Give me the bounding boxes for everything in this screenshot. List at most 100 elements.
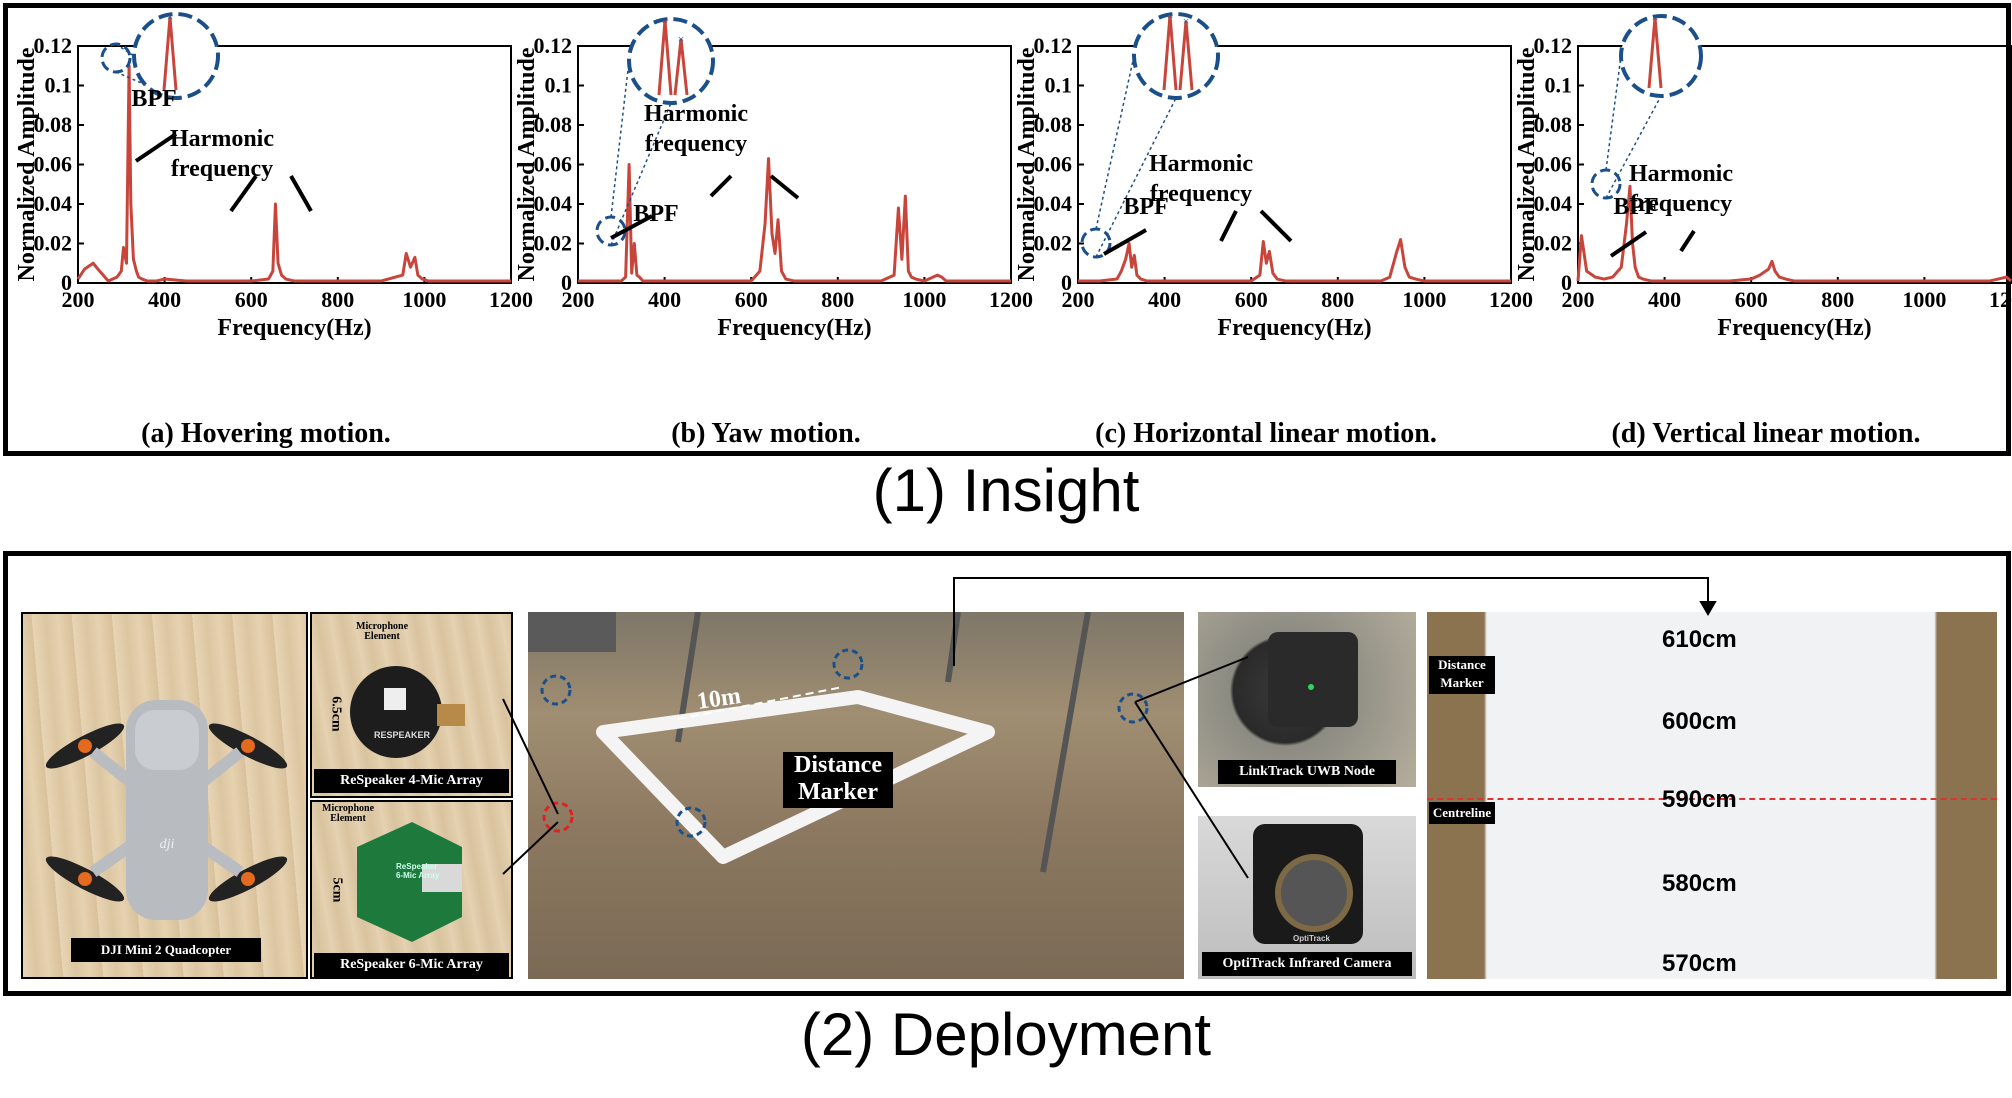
zoom-circle [1132, 12, 1220, 100]
respeaker4-connector [437, 704, 465, 726]
bpf-label: BPF [1613, 194, 1658, 220]
peak-marker: × [167, 10, 174, 24]
camera-caption: OptiTrack Infrared Camera [1202, 952, 1412, 976]
chart-caption: (a) Hovering motion. [141, 418, 391, 449]
x-axis-label: Frequency(Hz) [1717, 315, 1871, 341]
respeaker4-board-text: RESPEAKER [374, 730, 431, 740]
x-tick-label: 800 [1321, 287, 1354, 312]
zoom-link [610, 60, 630, 218]
mark-590: 590cm [1662, 786, 1737, 813]
y-axis-label: Normalized Amplitude [14, 47, 40, 281]
x-tick-label: 200 [1062, 287, 1095, 312]
respeaker4-dimension: 6.5cm [328, 696, 344, 732]
x-tick-label: 200 [62, 287, 95, 312]
peak-marker: × [1167, 8, 1174, 22]
y-tick-label: 0.02 [34, 231, 73, 256]
harmonic-arrow [1219, 210, 1238, 242]
harmonic-label: frequency [1630, 191, 1732, 217]
x-tick-label: 1200 [1489, 287, 1533, 312]
y-tick-label: 0 [1061, 270, 1072, 295]
poles [675, 612, 1091, 873]
zoom-peak [1647, 17, 1663, 89]
y-tick-label: 0.04 [534, 191, 573, 216]
distance-marker-label: Distance Marker [783, 752, 893, 808]
zoom-link [1095, 97, 1177, 258]
respeaker4-caption: ReSpeaker 4-Mic Array [314, 769, 509, 793]
respeaker6-photo: ReSpeaker 6-Mic Array Microphone Element… [310, 800, 513, 979]
centreline [1427, 798, 1997, 800]
deployment-title: (2) Deployment [800, 1001, 1212, 1068]
y-tick-label: 0.08 [1534, 112, 1573, 137]
y-tick-label: 0.06 [34, 152, 73, 177]
y-tick-label: 0.1 [1545, 73, 1573, 98]
harmonic-arrow [289, 175, 313, 212]
peak-marker: × [1652, 11, 1659, 25]
pixelated-logo [528, 612, 616, 652]
mark-570: 570cm [1662, 950, 1737, 977]
bpf-arrow [1103, 228, 1147, 256]
zoom-circle [1619, 14, 1703, 98]
uwb-led-icon [1308, 684, 1314, 690]
y-tick-label: 0.1 [45, 73, 73, 98]
deployment-panel: dji DJI Mini 2 Quadcopter RESPEAKER Micr… [3, 551, 2011, 996]
respeaker4-chip [384, 688, 406, 710]
respeaker6-board-text: ReSpeaker 6-Mic Array [396, 862, 440, 880]
harmonic-arrow [1259, 209, 1293, 243]
y-tick-label: 0.1 [1045, 73, 1073, 98]
y-tick-label: 0 [61, 270, 72, 295]
zoom-source-circle [100, 42, 132, 74]
zoom-source-circle [1080, 227, 1112, 259]
chart-svg: 200 400 600 800 1000 1200 0 0.02 0.04 0.06 0.08 0.1… [1014, 8, 1533, 341]
chart-svg: 200 400 600 800 1000 1200 0 0.02 0.04 0.06 0.08 0.1… [1514, 11, 2012, 341]
camera-brand: OptiTrack [1293, 934, 1330, 943]
distance-marker-side-label: Distance Marker [1429, 656, 1495, 694]
x-tick-label: 800 [1821, 287, 1854, 312]
respeaker4-photo: RESPEAKER Microphone Element 6.5cm ReSpe… [310, 612, 513, 798]
camera-photo: OptiTrack OptiTrack Infrared Camera [1198, 816, 1416, 979]
harmonic-label: frequency [1150, 181, 1252, 207]
x-tick-label: 400 [1648, 287, 1681, 312]
chart-horizontal: (c) Horizontal linear motion. 200 400 600 8… [1014, 8, 1533, 449]
y-tick-label: 0.02 [1034, 231, 1073, 256]
series-line [578, 157, 1011, 283]
mic-array-marker [542, 801, 574, 833]
zoom-link [1605, 95, 1662, 199]
y-axis-label: Normalized Amplitude [1014, 47, 1040, 281]
y-tick-label: 0.02 [534, 231, 573, 256]
uwb-caption: LinkTrack UWB Node [1218, 760, 1396, 784]
mic-element-label: Microphone Element [356, 621, 409, 642]
zoom-peak [162, 16, 178, 91]
insight-panel: (a) Hovering motion. 200 400 600 800 1000 120… [3, 3, 2012, 456]
chart-caption: (c) Horizontal linear motion. [1095, 418, 1437, 449]
distance-arrow [677, 686, 844, 720]
y-tick-label: 0.08 [34, 112, 73, 137]
dji-logo: dji [160, 837, 175, 852]
y-tick-label: 0.08 [1034, 112, 1073, 137]
peak-marker: × [678, 32, 685, 46]
harmonic-arrow [1679, 229, 1696, 253]
chart-caption: (b) Yaw motion. [671, 418, 861, 449]
x-axis-label: Frequency(Hz) [217, 315, 371, 341]
x-tick-label: 400 [648, 287, 681, 312]
harmonic-label: frequency [645, 131, 747, 157]
respeaker6-dimension: 5cm [329, 877, 345, 903]
x-tick-label: 1000 [1402, 287, 1446, 312]
y-tick-label: 0.06 [534, 152, 573, 177]
x-tick-label: 1000 [902, 287, 946, 312]
harmonic-label: Harmonic [644, 101, 748, 127]
x-tick-label: 1200 [489, 287, 533, 312]
x-tick-label: 600 [235, 287, 268, 312]
respeaker6-caption: ReSpeaker 6-Mic Array [314, 953, 509, 977]
x-axis-label: Frequency(Hz) [717, 315, 871, 341]
x-tick-label: 400 [1148, 287, 1181, 312]
harmonic-arrow [229, 174, 258, 213]
drone-drawing: dji [45, 700, 288, 920]
y-tick-label: 0.04 [1534, 191, 1573, 216]
x-tick-label: 600 [1735, 287, 1768, 312]
y-tick-label: 0.12 [1534, 33, 1573, 58]
zoom-link [115, 43, 135, 57]
y-tick-label: 0.12 [34, 33, 73, 58]
x-tick-label: 1000 [402, 287, 446, 312]
drone-photo: dji DJI Mini 2 Quadcopter [21, 612, 308, 979]
mark-610: 610cm [1662, 626, 1737, 653]
